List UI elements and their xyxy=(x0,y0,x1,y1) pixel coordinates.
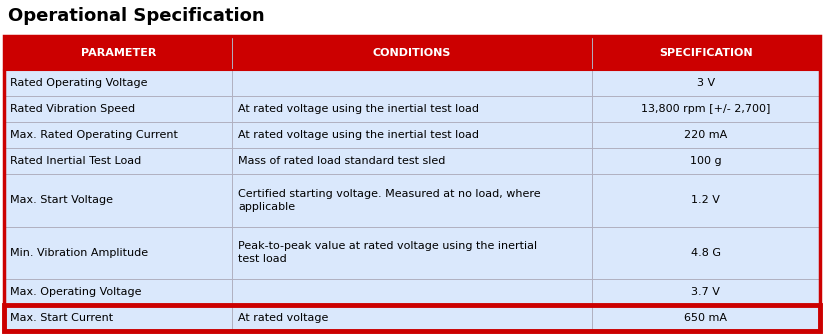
Bar xyxy=(4,122,820,148)
Text: At rated voltage using the inertial test load: At rated voltage using the inertial test… xyxy=(238,130,480,140)
Text: PARAMETER: PARAMETER xyxy=(81,48,156,58)
Text: SPECIFICATION: SPECIFICATION xyxy=(659,48,752,58)
Text: 3 V: 3 V xyxy=(697,78,715,88)
Text: 100 g: 100 g xyxy=(690,156,722,166)
Text: 4.8 G: 4.8 G xyxy=(691,248,721,258)
Text: Max. Rated Operating Current: Max. Rated Operating Current xyxy=(10,130,178,140)
Text: CONDITIONS: CONDITIONS xyxy=(372,48,452,58)
Text: 650 mA: 650 mA xyxy=(684,313,728,323)
Text: Certified starting voltage. Measured at no load, where
applicable: Certified starting voltage. Measured at … xyxy=(238,189,541,212)
Text: Operational Specification: Operational Specification xyxy=(8,7,265,25)
Text: Max. Operating Voltage: Max. Operating Voltage xyxy=(10,287,142,297)
Text: 220 mA: 220 mA xyxy=(684,130,728,140)
Text: At rated voltage using the inertial test load: At rated voltage using the inertial test… xyxy=(238,104,480,114)
Bar xyxy=(4,96,820,122)
Text: 3.7 V: 3.7 V xyxy=(691,287,720,297)
Text: Rated Inertial Test Load: Rated Inertial Test Load xyxy=(10,156,141,166)
Bar xyxy=(4,305,820,331)
Text: 1.2 V: 1.2 V xyxy=(691,196,720,205)
Bar xyxy=(4,226,820,279)
Bar xyxy=(4,70,820,96)
Text: Min. Vibration Amplitude: Min. Vibration Amplitude xyxy=(10,248,148,258)
Bar xyxy=(4,175,820,226)
Bar xyxy=(4,305,820,331)
Text: At rated voltage: At rated voltage xyxy=(238,313,329,323)
Text: Mass of rated load standard test sled: Mass of rated load standard test sled xyxy=(238,156,446,166)
Bar xyxy=(4,279,820,305)
Text: Max. Start Voltage: Max. Start Voltage xyxy=(10,196,113,205)
Text: Rated Operating Voltage: Rated Operating Voltage xyxy=(10,78,147,88)
Text: Max. Start Current: Max. Start Current xyxy=(10,313,113,323)
Bar xyxy=(4,36,820,331)
Text: 13,800 rpm [+/- 2,700]: 13,800 rpm [+/- 2,700] xyxy=(641,104,770,114)
Bar xyxy=(4,36,820,70)
Bar xyxy=(4,148,820,175)
Text: Rated Vibration Speed: Rated Vibration Speed xyxy=(10,104,135,114)
Text: Peak-to-peak value at rated voltage using the inertial
test load: Peak-to-peak value at rated voltage usin… xyxy=(238,241,537,264)
